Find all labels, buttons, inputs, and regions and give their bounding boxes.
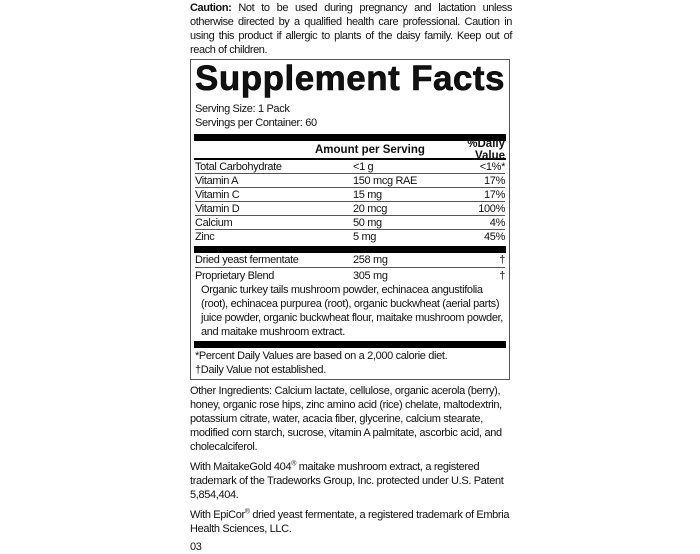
divider — [194, 158, 506, 160]
divider — [194, 341, 506, 348]
nutrient-name: Vitamin D — [195, 202, 240, 215]
nutrient-name: Proprietary Blend — [195, 269, 275, 282]
nutrient-name: Vitamin A — [195, 174, 239, 187]
caution-body: Not to be used during pregnancy and lact… — [190, 2, 512, 56]
serving-size: Serving Size: 1 Pack — [195, 103, 290, 115]
registered-mark: ® — [291, 460, 297, 468]
column-header: Amount per Serving %Daily Value — [195, 138, 505, 162]
page-code: 03 — [190, 541, 202, 553]
nutrient-row: Total Carbohydrate <1 g <1%* — [195, 160, 505, 174]
nutrient-name: Dried yeast fermentate — [195, 254, 299, 266]
nutrient-amount: 5 mg — [353, 231, 377, 243]
footnote-dv: *Percent Daily Values are based on a 2,0… — [195, 350, 448, 362]
dv-header: %Daily Value — [467, 137, 505, 162]
divider — [194, 246, 506, 253]
nutrient-dv: 17% — [484, 174, 505, 187]
nutrient-dv: † — [499, 269, 505, 282]
nutrient-name: Zinc — [195, 231, 215, 243]
blend-description: Organic turkey tails mushroom powder, ec… — [201, 284, 504, 338]
nutrient-row: Zinc 5 mg 45% — [195, 230, 505, 244]
epicor-trademark: With EpiCor® dried yeast fermentate, a r… — [190, 508, 515, 536]
label-column: Caution: Not to be used during pregnancy… — [190, 1, 512, 554]
nutrient-dv: 45% — [484, 231, 505, 243]
nutrient-dv: 17% — [484, 188, 505, 201]
nutrient-amount: 50 mg — [353, 216, 382, 229]
nutrient-dv: † — [499, 254, 505, 266]
nutrient-list: Total Carbohydrate <1 g <1%* Vitamin A 150 m… — [195, 160, 505, 244]
nutrient-name: Calcium — [195, 216, 233, 229]
nutrient-row: Dried yeast fermentate 258 mg † — [195, 253, 505, 268]
epicor-pre: With EpiCor — [190, 509, 245, 521]
footnote-dagger: †Daily Value not established. — [195, 363, 326, 376]
nutrient-amount: <1 g — [353, 160, 374, 173]
maitake-post: maitake mushroom extract, a registered t… — [190, 461, 504, 501]
nutrient-amount: 150 mcg RAE — [353, 174, 418, 187]
panel-title: Supplement Facts — [195, 59, 505, 98]
nutrient-amount: 258 mg — [353, 254, 388, 266]
nutrient-amount: 20 mcg — [353, 202, 387, 215]
nutrient-dv: <1%* — [479, 160, 506, 173]
registered-mark: ® — [244, 508, 250, 516]
nutrient-row: Proprietary Blend 305 mg † — [195, 268, 505, 283]
nutrient-name: Vitamin C — [195, 188, 240, 201]
other-list: Dried yeast fermentate 258 mg † Proprietary… — [195, 253, 505, 283]
caution-label: Caution: — [190, 2, 232, 14]
servings-per-container: Servings per Container: 60 — [195, 117, 317, 129]
nutrient-dv: 100% — [478, 202, 505, 215]
nutrient-row: Vitamin D 20 mcg 100% — [195, 202, 505, 216]
title-right: Facts — [411, 59, 505, 98]
other-ingredients: Other Ingredients: Calcium lactate, cell… — [190, 385, 502, 453]
caution-text: Caution: Not to be used during pregnancy… — [190, 1, 512, 57]
divider — [194, 134, 506, 141]
nutrient-row: Vitamin C 15 mg 17% — [195, 188, 505, 202]
supplement-facts-panel: Supplement Facts Serving Size: 1 Pack Ser… — [190, 59, 510, 380]
nutrient-amount: 305 mg — [353, 269, 388, 282]
nutrient-name: Total Carbohydrate — [195, 160, 282, 173]
amount-header: Amount per Serving — [315, 143, 425, 156]
title-left: Supplement — [195, 59, 401, 98]
maitake-trademark: With MaitakeGold 404® maitake mushroom e… — [190, 460, 515, 502]
nutrient-dv: 4% — [489, 216, 506, 229]
nutrient-amount: 15 mg — [353, 188, 382, 201]
maitake-pre: With MaitakeGold 404 — [190, 461, 292, 473]
nutrient-row: Calcium 50 mg 4% — [195, 216, 505, 230]
nutrient-row: Vitamin A 150 mcg RAE 17% — [195, 174, 505, 188]
